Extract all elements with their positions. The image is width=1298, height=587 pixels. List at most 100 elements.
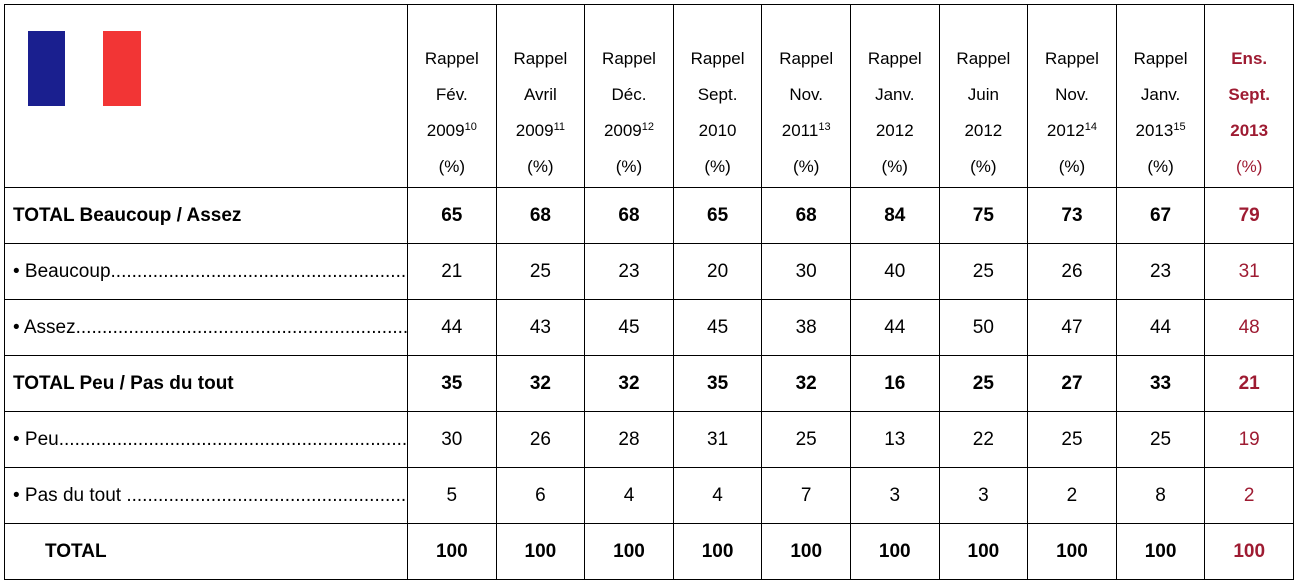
row-label: TOTAL Beaucoup / Assez xyxy=(4,187,408,244)
header-row: Rappel Fév. 200910 (%) Rappel Avril 200911 (%) R… xyxy=(4,4,1294,188)
cell-value: 100 xyxy=(761,523,851,580)
table-row: • Peu30262831251322252519 xyxy=(4,411,1294,468)
cell-value: 32 xyxy=(761,355,851,412)
cell-value: 20 xyxy=(672,243,763,300)
header-line: Avril xyxy=(524,85,557,104)
header-line: Nov. xyxy=(789,85,824,104)
label-text: TOTAL Peu / Pas du tout xyxy=(13,372,234,394)
cell-value: 25 xyxy=(938,355,1029,412)
cell-value: 44 xyxy=(407,299,497,356)
cell-value: 100 xyxy=(1027,523,1117,580)
column-header: Rappel Nov. 201113 (%) xyxy=(761,4,851,188)
footnote-ref: 12 xyxy=(641,121,655,133)
header-year: 2010 xyxy=(674,113,762,149)
year: 2009 xyxy=(603,121,642,140)
column-header: Rappel Juin 2012 (%) xyxy=(938,4,1029,188)
cell-value: 13 xyxy=(849,411,940,468)
header-line: Ens. xyxy=(1231,49,1268,68)
header-line: Rappel xyxy=(779,49,834,68)
cell-value: 26 xyxy=(1027,243,1117,300)
year: 2012 xyxy=(875,121,914,140)
cell-value: 3 xyxy=(849,467,940,524)
header-line: Rappel xyxy=(956,49,1011,68)
cell-value: 68 xyxy=(495,187,586,244)
footnote-ref: 13 xyxy=(818,121,831,133)
label-text: TOTAL Beaucoup / Assez xyxy=(13,204,242,226)
year: 2013 xyxy=(1230,121,1269,140)
label-text: • Assez xyxy=(13,317,407,338)
cell-value: 23 xyxy=(584,243,674,300)
header-line: Rappel xyxy=(424,49,479,68)
cell-value: 38 xyxy=(761,299,851,356)
cell-value: 7 xyxy=(761,467,851,524)
cell-value: 68 xyxy=(584,187,674,244)
cell-value: 8 xyxy=(1115,467,1206,524)
cell-value: 25 xyxy=(1115,411,1206,468)
cell-value: 30 xyxy=(407,411,497,468)
label-text: • Peu xyxy=(13,429,407,450)
cell-value: 22 xyxy=(938,411,1029,468)
cell-value: 4 xyxy=(672,467,763,524)
column-header: Ens. Sept. 2013 (%) xyxy=(1204,4,1294,188)
table-row: • Assez44434545384450474448 xyxy=(4,299,1294,356)
cell-value: 32 xyxy=(584,355,674,412)
header-line: Rappel xyxy=(513,49,568,68)
year: 2012 xyxy=(1046,121,1085,140)
cell-value: 50 xyxy=(938,299,1029,356)
header-year: 201214 xyxy=(1028,113,1116,149)
cell-value: 44 xyxy=(1115,299,1206,356)
header-line: Rappel xyxy=(602,49,656,68)
header-year: 200912 xyxy=(585,113,673,149)
cell-value: 31 xyxy=(1204,243,1294,300)
flag-cell xyxy=(4,4,408,188)
label-text: • Beaucoup xyxy=(13,261,407,282)
cell-value: 32 xyxy=(495,355,586,412)
header-line: Juin xyxy=(967,85,999,104)
cell-value: 47 xyxy=(1027,299,1117,356)
cell-value: 5 xyxy=(407,467,497,524)
header-year: 201113 xyxy=(762,113,850,149)
cell-value: 35 xyxy=(672,355,763,412)
cell-value: 35 xyxy=(407,355,497,412)
header-unit: (%) xyxy=(1058,157,1086,176)
table-body: Rappel Fév. 200910 (%) Rappel Avril 200911 (%) R… xyxy=(4,4,1294,580)
cell-value: 19 xyxy=(1204,411,1294,468)
year: 2012 xyxy=(964,121,1003,140)
cell-value: 43 xyxy=(495,299,586,356)
footnote-ref: 14 xyxy=(1084,121,1097,133)
cell-value: 33 xyxy=(1115,355,1206,412)
cell-value: 68 xyxy=(761,187,851,244)
header-unit: (%) xyxy=(970,157,997,176)
cell-value: 26 xyxy=(495,411,586,468)
table-row: TOTAL Peu / Pas du tout 35 32 32 35 32 16 25 27 3… xyxy=(4,355,1294,412)
header-line: Rappel xyxy=(690,49,745,68)
flag-blue xyxy=(28,31,65,106)
header-year: 2012 xyxy=(851,113,939,149)
row-label: • Peu xyxy=(4,411,408,468)
cell-value: 100 xyxy=(1204,523,1294,580)
cell-value: 2 xyxy=(1204,467,1294,524)
header-year: 2012 xyxy=(940,113,1028,149)
cell-value: 100 xyxy=(407,523,497,580)
column-header: Rappel Janv. 201315 (%) xyxy=(1115,4,1206,188)
row-label: TOTAL Peu / Pas du tout xyxy=(4,355,408,412)
year: 2013 xyxy=(1135,121,1174,140)
footnote-ref: 15 xyxy=(1173,121,1186,133)
header-year: 201315 xyxy=(1117,113,1205,149)
column-header: Rappel Sept. 2010 (%) xyxy=(672,4,763,188)
header-line: Déc. xyxy=(611,85,647,104)
header-line: Fév. xyxy=(435,85,468,104)
column-header: Rappel Nov. 201214 (%) xyxy=(1027,4,1117,188)
header-unit: (%) xyxy=(704,157,731,176)
cell-value: 27 xyxy=(1027,355,1117,412)
header-year: 200910 xyxy=(408,113,496,149)
header-year: 2013 xyxy=(1205,113,1293,149)
cell-value: 21 xyxy=(1204,355,1294,412)
cell-value: 100 xyxy=(495,523,586,580)
cell-value: 3 xyxy=(938,467,1029,524)
cell-value: 79 xyxy=(1204,187,1294,244)
cell-value: 65 xyxy=(672,187,763,244)
cell-value: 31 xyxy=(672,411,763,468)
